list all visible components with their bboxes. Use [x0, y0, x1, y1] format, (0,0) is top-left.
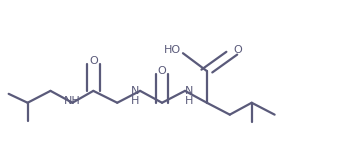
Text: H: H	[185, 96, 193, 106]
Text: H: H	[131, 96, 139, 106]
Text: NH: NH	[64, 96, 81, 106]
Text: O: O	[89, 56, 98, 66]
Text: N: N	[185, 86, 193, 96]
Text: O: O	[233, 45, 242, 55]
Text: HO: HO	[164, 45, 181, 55]
Text: N: N	[131, 86, 139, 96]
Text: O: O	[158, 66, 166, 76]
